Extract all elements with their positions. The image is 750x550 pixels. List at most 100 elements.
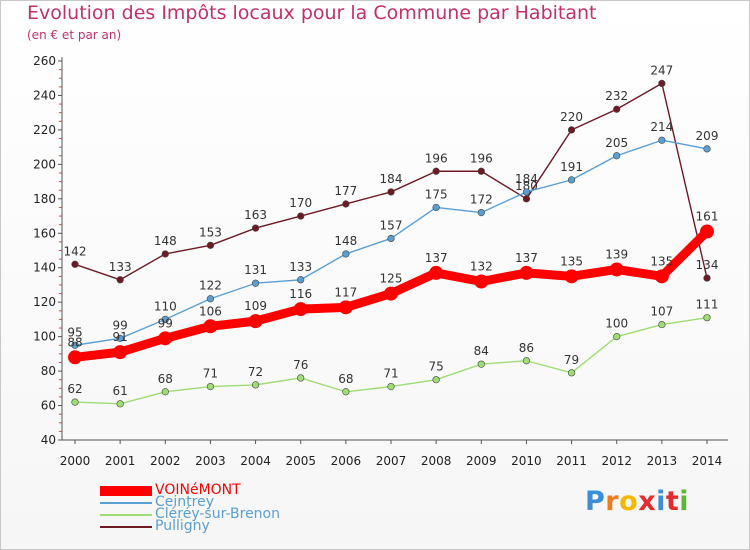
data-label: 79 <box>564 353 579 367</box>
data-point <box>71 260 79 268</box>
proxiti-logo: Proxiti <box>585 486 689 517</box>
data-label: 177 <box>334 184 357 198</box>
y-tick-label: 160 <box>33 226 56 240</box>
data-point <box>251 381 260 389</box>
data-label: 68 <box>338 372 353 386</box>
data-label: 137 <box>515 251 538 265</box>
data-point <box>567 369 576 377</box>
data-label: 214 <box>650 120 673 134</box>
data-label: 91 <box>113 330 128 344</box>
data-label: 84 <box>474 344 489 358</box>
data-point <box>338 300 353 315</box>
data-point <box>71 341 79 349</box>
legend-label: Ceintrey <box>155 494 214 510</box>
data-label: 247 <box>650 63 673 77</box>
series-ceintrey: 95 99 110 122 131 133 148 157 175 172 184 191 205 214… <box>67 120 718 349</box>
data-point <box>248 314 263 329</box>
data-label: 133 <box>109 260 132 274</box>
data-point <box>116 400 124 408</box>
data-point <box>297 212 305 220</box>
data-point <box>432 167 440 175</box>
data-label: 62 <box>67 382 82 396</box>
data-point <box>113 345 128 360</box>
data-label: 161 <box>696 210 719 224</box>
data-point <box>654 269 669 284</box>
data-point <box>432 376 440 384</box>
legend-swatch <box>100 486 152 496</box>
data-point <box>297 374 305 382</box>
data-label: 191 <box>560 160 583 174</box>
x-tick-label: 2011 <box>556 454 587 468</box>
x-tick-label: 2009 <box>466 454 497 468</box>
data-label: 163 <box>244 208 267 222</box>
data-label: 111 <box>696 298 719 312</box>
data-point <box>519 265 534 280</box>
y-tick-label: 140 <box>33 261 56 275</box>
data-point <box>613 333 621 341</box>
data-point <box>429 265 444 280</box>
data-point <box>609 262 624 277</box>
data-label: 153 <box>199 225 222 239</box>
logo-letter: x <box>638 486 657 517</box>
data-label: 132 <box>470 260 493 274</box>
data-point <box>567 176 576 184</box>
data-point <box>477 360 485 368</box>
legend-swatch <box>100 502 152 504</box>
chart-subtitle: (en € et par an) <box>27 28 122 42</box>
data-point <box>658 79 666 87</box>
data-point <box>387 382 395 391</box>
data-label: 86 <box>519 341 534 355</box>
data-point <box>342 250 350 258</box>
y-tick-label: 180 <box>33 192 56 206</box>
data-label: 116 <box>289 287 312 301</box>
y-tick-label: 200 <box>33 157 56 171</box>
data-label: 172 <box>470 193 493 207</box>
data-point <box>387 188 395 196</box>
legend-swatch <box>100 514 152 516</box>
legend-label: VOINéMONT <box>155 482 241 498</box>
data-label: 135 <box>560 254 583 268</box>
logo-letter: r <box>605 486 620 517</box>
data-label: 122 <box>199 279 222 293</box>
data-label: 142 <box>64 244 87 258</box>
series-cl-r-y-sur-brenon: 62 61 68 71 72 76 68 71 75 84 86 79 100 107 111 <box>67 298 719 408</box>
x-tick-label: 2012 <box>601 454 632 468</box>
data-point <box>68 350 82 365</box>
data-point <box>203 319 218 334</box>
data-label: 133 <box>289 260 312 274</box>
data-point <box>703 145 711 153</box>
data-label: 61 <box>113 384 128 398</box>
data-point <box>161 250 169 258</box>
data-point <box>342 200 350 208</box>
legend-label: Cléréy-sur-Brenon <box>155 506 280 522</box>
legend-swatch <box>100 526 152 528</box>
x-tick-label: 2008 <box>421 454 452 468</box>
data-label: 196 <box>425 151 448 165</box>
data-point <box>613 152 621 160</box>
data-point <box>293 302 308 317</box>
data-point <box>251 279 260 287</box>
data-label: 137 <box>425 251 448 265</box>
data-point <box>161 315 169 324</box>
y-tick-label: 80 <box>41 364 56 378</box>
data-point <box>522 188 531 196</box>
data-point <box>161 388 169 396</box>
data-point <box>206 382 215 391</box>
data-point <box>477 167 485 175</box>
data-label: 75 <box>429 360 444 374</box>
data-label: 99 <box>113 318 128 332</box>
x-tick-label: 2007 <box>376 454 407 468</box>
data-point <box>342 388 350 396</box>
data-label: 110 <box>154 299 177 313</box>
data-label: 134 <box>696 258 719 272</box>
data-label: 99 <box>158 316 173 330</box>
data-label: 196 <box>470 151 493 165</box>
chart-title: Evolution des Impôts locaux pour la Comm… <box>27 2 597 24</box>
data-point <box>477 209 485 217</box>
y-tick-label: 60 <box>41 399 56 413</box>
data-label: 184 <box>515 172 538 186</box>
logo-letter: i <box>679 486 690 517</box>
data-point <box>71 398 79 406</box>
data-label: 100 <box>605 317 628 331</box>
